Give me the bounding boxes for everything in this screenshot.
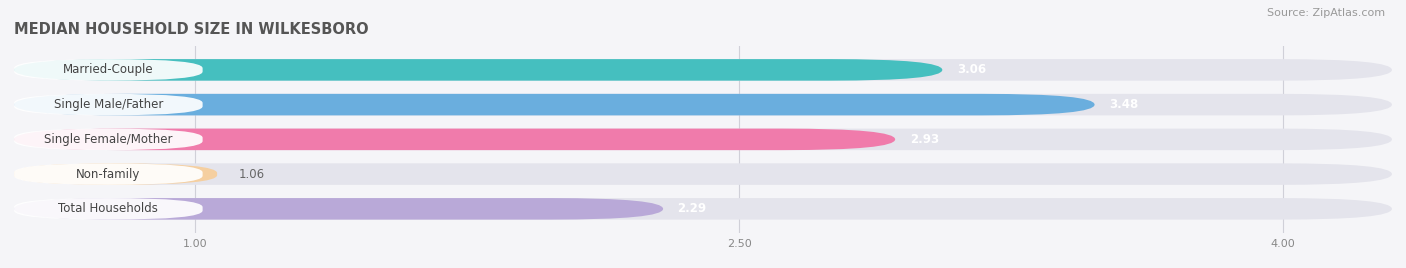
Text: 3.06: 3.06 <box>957 63 986 76</box>
Text: Married-Couple: Married-Couple <box>63 63 153 76</box>
FancyBboxPatch shape <box>14 129 202 150</box>
Text: Single Female/Mother: Single Female/Mother <box>44 133 173 146</box>
Text: 2.29: 2.29 <box>678 202 707 215</box>
FancyBboxPatch shape <box>14 129 896 150</box>
Text: Total Households: Total Households <box>59 202 159 215</box>
FancyBboxPatch shape <box>14 198 664 219</box>
FancyBboxPatch shape <box>14 163 202 185</box>
FancyBboxPatch shape <box>14 94 202 116</box>
FancyBboxPatch shape <box>14 163 217 185</box>
FancyBboxPatch shape <box>14 94 1095 116</box>
FancyBboxPatch shape <box>14 198 202 219</box>
FancyBboxPatch shape <box>14 94 1392 116</box>
FancyBboxPatch shape <box>14 129 1392 150</box>
FancyBboxPatch shape <box>14 198 1392 219</box>
Text: 2.93: 2.93 <box>910 133 939 146</box>
FancyBboxPatch shape <box>14 59 202 81</box>
Text: 3.48: 3.48 <box>1109 98 1139 111</box>
FancyBboxPatch shape <box>14 59 1392 81</box>
Text: 1.06: 1.06 <box>239 168 264 181</box>
FancyBboxPatch shape <box>14 59 942 81</box>
Text: Source: ZipAtlas.com: Source: ZipAtlas.com <box>1267 8 1385 18</box>
Text: MEDIAN HOUSEHOLD SIZE IN WILKESBORO: MEDIAN HOUSEHOLD SIZE IN WILKESBORO <box>14 23 368 38</box>
FancyBboxPatch shape <box>14 163 1392 185</box>
Text: Non-family: Non-family <box>76 168 141 181</box>
Text: Single Male/Father: Single Male/Father <box>53 98 163 111</box>
